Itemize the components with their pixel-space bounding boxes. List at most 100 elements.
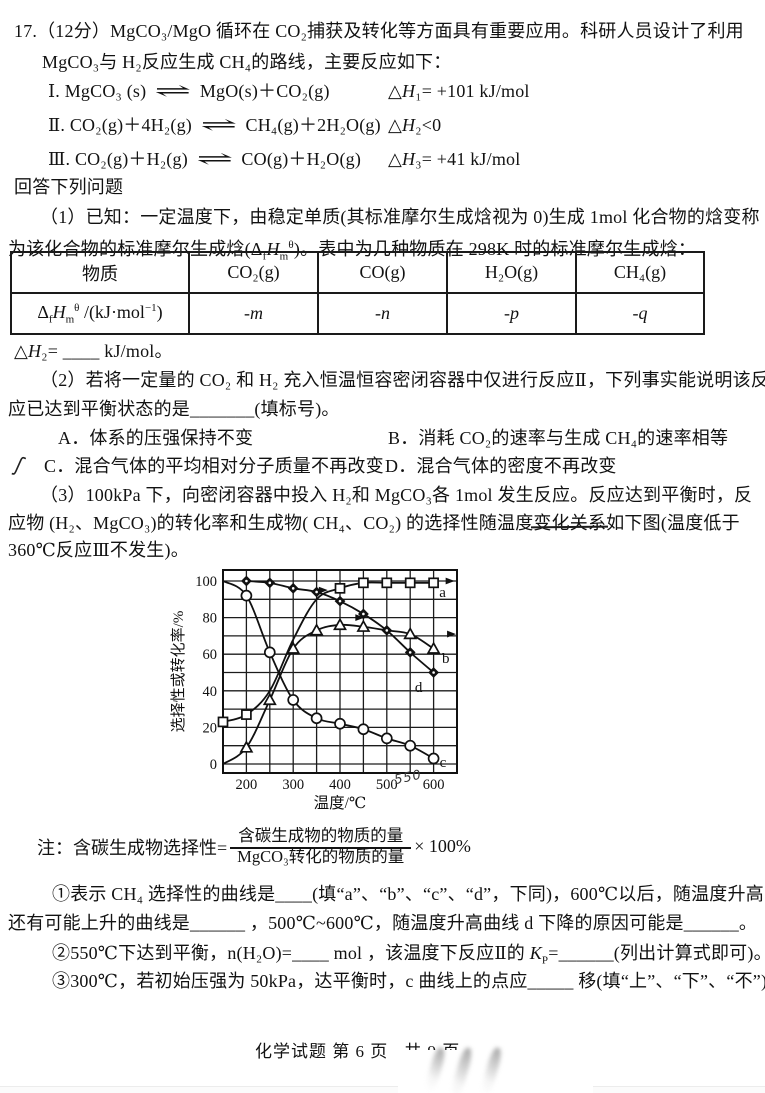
marker-square bbox=[404, 577, 416, 589]
y-tick-label: 100 bbox=[195, 574, 217, 590]
reaction-1-equation: Ⅰ. MgCO₃ (s) ⇌ MgO(s)＋CO₂(g) bbox=[48, 81, 330, 102]
marker-circle bbox=[427, 752, 440, 765]
marker-circle bbox=[357, 723, 370, 736]
marker-diamond-dot bbox=[432, 671, 435, 674]
y-axis-title: 选择性或转化率/% bbox=[170, 611, 187, 733]
curve-b bbox=[222, 623, 435, 765]
part3-line-2-post: 如下图(温度低于 bbox=[606, 513, 740, 533]
reaction-3-equation: Ⅲ. CO₂(g)＋H₂(g) ⇌ CO(g)＋H₂O(g) bbox=[48, 149, 362, 170]
curve-label-a: a bbox=[439, 585, 446, 601]
arrow-icon bbox=[447, 630, 457, 638]
marker-triangle bbox=[262, 692, 277, 706]
part2-line-1: （2）若将一定量的 CO₂ 和 H₂ 充入恒温恒容密闭容器中仅进行反应Ⅱ，下列事… bbox=[40, 370, 765, 390]
handwritten-annotation: 550 bbox=[393, 768, 423, 788]
curve-c bbox=[222, 580, 435, 760]
x-tick-label: 600 bbox=[423, 777, 445, 793]
reaction-1-enthalpy: △H₁= +101 kJ/mol bbox=[388, 81, 530, 101]
marker-circle bbox=[310, 712, 323, 725]
arrow-icon bbox=[445, 577, 455, 585]
marker-diamond-dot bbox=[338, 599, 342, 603]
marker-circle bbox=[240, 589, 253, 602]
reaction-3-enthalpy: △H₃= +41 kJ/mol bbox=[388, 149, 521, 169]
table-header-h2o: H₂O(g) bbox=[446, 251, 577, 294]
subq3-line: ③300℃，若初始压强为 50kPa，达平衡时，c 曲线上的点应_____ 移(… bbox=[52, 971, 765, 991]
part2-line-2: 应已达到平衡状态的是_______(填标号)。 bbox=[8, 399, 340, 419]
marker-diamond-dot bbox=[362, 612, 365, 616]
marker-circle bbox=[404, 739, 417, 752]
subq1-line-2: 还有可能上升的曲线是______ ，500℃~600℃，随温度升高曲线 d 下降… bbox=[8, 913, 758, 933]
table-cell-co: -n bbox=[317, 292, 448, 335]
arrow-icon bbox=[355, 614, 365, 621]
note-denominator: MgCO₃转化的物质的量 bbox=[237, 846, 405, 866]
table-header-substance: 物质 bbox=[10, 251, 190, 294]
table-row-label: ΔfHmθ /(kJ·mol−1) bbox=[10, 292, 190, 335]
marker-triangle bbox=[426, 641, 441, 654]
marker-square bbox=[381, 577, 393, 589]
marker-diamond-dot bbox=[268, 581, 272, 585]
marker-triangle bbox=[403, 626, 418, 640]
curve-label-b: b bbox=[442, 651, 450, 667]
table-header-co2: CO₂(g) bbox=[188, 251, 319, 294]
smear-streak bbox=[424, 1046, 447, 1092]
marker-diamond-dot bbox=[245, 579, 248, 583]
marker-triangle bbox=[239, 740, 254, 753]
smear-streak bbox=[449, 1046, 474, 1093]
marker-circle bbox=[334, 717, 346, 730]
reaction-2-enthalpy: △H₂<0 bbox=[388, 115, 442, 135]
chart-canvas: a b c d 200 300 400 500 600 0 20 40 60 80 100 温度/℃ 选择性或转… bbox=[170, 569, 458, 812]
marker-circle bbox=[263, 646, 276, 659]
table-cell-co2: -m bbox=[188, 292, 319, 335]
part3-line-2: 应物 (H₂、MgCO₃)的转化率和生成物( CH₄、CO₂) 的选择性随温度变… bbox=[8, 512, 740, 534]
enthalpy-table: 物质 CO₂(g) CO(g) H₂O(g) CH₄(g) ΔfHmθ /(kJ… bbox=[10, 251, 705, 335]
note-fraction: 含碳生成物的物质的量 MgCO₃转化的物质的量 bbox=[229, 826, 412, 867]
smear-streak bbox=[479, 1046, 504, 1093]
curve-a bbox=[222, 581, 434, 723]
marker-triangle bbox=[333, 617, 347, 631]
marker-triangle bbox=[286, 641, 301, 654]
option-d: D．混合气体的密度不再改变 bbox=[385, 456, 617, 476]
table-header-row: 物质 CO₂(g) CO(g) H₂O(g) CH₄(g) bbox=[10, 251, 705, 294]
curve-label-d: d bbox=[415, 680, 423, 696]
y-tick-label: 20 bbox=[203, 720, 218, 736]
question-17-line-2: MgCO₃与 H₂反应生成 CH₄的路线，主要反应如下： bbox=[42, 52, 452, 72]
scan-bottom-edge bbox=[0, 1086, 765, 1093]
table-cell-ch4: -q bbox=[575, 292, 705, 335]
option-c: C．混合气体的平均相对分子质量不再改变 bbox=[44, 456, 384, 476]
plot-border bbox=[222, 569, 458, 774]
marker-diamond-dot bbox=[291, 587, 295, 590]
y-tick-label: 80 bbox=[203, 611, 218, 627]
marker-square bbox=[241, 709, 252, 720]
subq2-line: ②550℃下达到平衡，n(H₂O)=____ mol ，该温度下反应Ⅱ的 KP=… bbox=[52, 943, 765, 967]
part3-line-2-pre: 应物 (H₂、MgCO₃)的转化率和生成物( CH₄、CO₂) 的选择性随温度 bbox=[8, 513, 534, 533]
part3-line-3: 360℃反应Ⅲ不发生)。 bbox=[8, 540, 189, 560]
answer-heading: 回答下列问题 bbox=[14, 177, 124, 197]
subq1-line-1: ①表示 CH₄ 选择性的曲线是____(填“a”、“b”、“c”、“d”，下同)… bbox=[52, 884, 765, 904]
table-value-row: ΔfHmθ /(kJ·mol−1) -m -n -p -q bbox=[10, 292, 705, 335]
table-header-ch4: CH₄(g) bbox=[575, 251, 705, 294]
part3-line-1: （3）100kPa 下，向密闭容器中投入 H₂和 MgCO₃各 1mol 发生反… bbox=[40, 485, 753, 505]
marker-square bbox=[217, 716, 229, 728]
marker-diamond-dot bbox=[408, 651, 412, 654]
marker-square bbox=[334, 582, 346, 594]
footer-title-page: 化学试题 第 6 页 bbox=[255, 1042, 389, 1061]
selectivity-note: 注：含碳生成物选择性= 含碳生成物的物质的量 MgCO₃转化的物质的量 × 100% bbox=[37, 826, 471, 867]
reaction-2-equation: Ⅱ. CO₂(g)＋4H₂(g) ⇌ CH₄(g)＋2H₂O(g) bbox=[48, 115, 381, 136]
x-tick-label: 500 bbox=[376, 777, 398, 793]
marker-square bbox=[358, 577, 369, 589]
curve-label-c: c bbox=[440, 755, 447, 771]
marker-triangle bbox=[309, 623, 324, 636]
part3-line-2-underlined: 变化关系 bbox=[533, 513, 607, 533]
y-tick-label: 40 bbox=[203, 684, 218, 700]
question-17-line-1: 17.（12分）MgCO₃/MgO 循环在 CO₂捕获及转化等方面具有重要应用。… bbox=[14, 21, 744, 41]
marker-square bbox=[428, 577, 439, 589]
arrow-icon bbox=[318, 586, 328, 594]
marker-diamond-dot bbox=[385, 629, 389, 632]
marker-circle bbox=[380, 732, 393, 745]
marker-triangle bbox=[356, 619, 371, 632]
option-b: B．消耗 CO₂的速率与生成 CH₄的速率相等 bbox=[388, 428, 729, 448]
y-tick-label: 60 bbox=[203, 647, 218, 663]
note-prefix: 注：含碳生成物选择性= bbox=[37, 837, 228, 858]
note-numerator: 含碳生成物的物质的量 bbox=[230, 826, 412, 849]
y-tick-label: 0 bbox=[210, 757, 217, 773]
